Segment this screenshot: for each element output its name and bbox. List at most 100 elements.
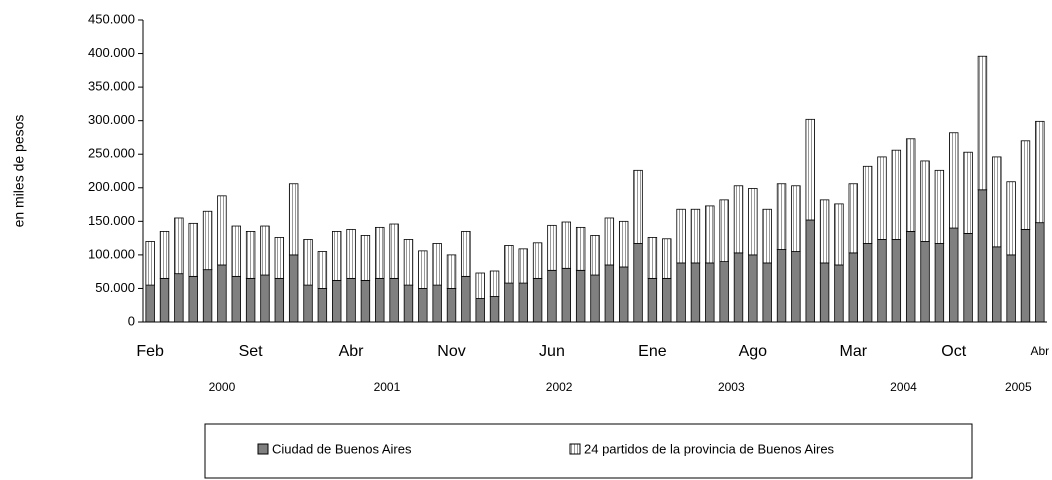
bar-segment	[403, 284, 414, 323]
bar-segment	[934, 243, 945, 323]
bar-segment	[748, 254, 758, 323]
bar-segment	[733, 185, 744, 254]
bar-segment	[934, 169, 945, 244]
bar-segment	[432, 284, 442, 323]
bar-segment	[819, 262, 830, 323]
bar-segment	[992, 156, 1002, 248]
bar-segment	[547, 269, 557, 323]
legend-box	[204, 423, 973, 479]
bar-segment	[418, 288, 428, 323]
bar-segment	[848, 252, 858, 323]
bar-segment	[834, 264, 844, 323]
bar-segment	[963, 151, 973, 234]
bar-segment	[590, 274, 600, 323]
legend-swatch	[569, 443, 581, 455]
bar-segment	[1006, 254, 1016, 323]
bar-segment	[532, 242, 543, 279]
bar-segment	[963, 233, 973, 323]
bar-segment	[518, 248, 528, 284]
bar-segment	[188, 222, 198, 277]
bar-segment	[920, 241, 930, 323]
y-tick-label: 100.000	[88, 246, 135, 261]
bar-segment	[432, 243, 442, 286]
bar-segment	[561, 267, 572, 323]
bar-segment	[174, 217, 184, 275]
bar-segment	[604, 264, 615, 323]
bar-segment	[905, 230, 916, 323]
year-label: 2004	[890, 380, 917, 394]
bar-segment	[575, 269, 586, 323]
bar-segment	[159, 230, 170, 279]
bar-segment	[245, 277, 256, 323]
bar-segment	[403, 239, 414, 286]
bar-segment	[1020, 228, 1031, 323]
bar-segment	[905, 138, 916, 232]
bar-segment	[461, 230, 471, 277]
bar-segment	[719, 199, 729, 262]
bar-segment	[202, 210, 213, 271]
bar-segment	[346, 228, 356, 279]
bar-segment	[748, 188, 758, 256]
bar-segment	[332, 279, 342, 323]
y-tick-label: 0	[128, 313, 135, 328]
x-tick-label: Feb	[136, 343, 164, 360]
bar-segment	[274, 237, 285, 279]
bar-segment	[389, 277, 399, 323]
bar-segment	[260, 274, 270, 323]
bar-segment	[317, 251, 328, 289]
bar-segment	[877, 156, 887, 240]
bar-segment	[375, 277, 385, 323]
bar-segment	[805, 219, 815, 323]
x-tick-label: Oct	[941, 343, 966, 360]
bar-segment	[418, 250, 428, 289]
x-tick-label: Abr	[1030, 344, 1049, 358]
year-label: 2000	[209, 380, 236, 394]
bar-segment	[504, 282, 514, 323]
bar-segment	[762, 208, 772, 264]
bar-segment	[705, 205, 715, 264]
bar-segment	[705, 262, 715, 323]
bar-segment	[662, 277, 672, 323]
bar-segment	[303, 284, 313, 323]
bar-segment	[949, 227, 959, 323]
bar-segment	[217, 195, 227, 266]
bar-segment	[633, 169, 643, 244]
bar-segment	[202, 269, 213, 323]
bar-segment	[1035, 120, 1045, 224]
year-label: 2002	[546, 380, 573, 394]
bar-segment	[475, 298, 485, 323]
legend-label: Ciudad de Buenos Aires	[272, 441, 412, 456]
bar-segment	[188, 275, 198, 323]
year-label: 2005	[1005, 380, 1032, 394]
y-tick-label: 200.000	[88, 179, 135, 194]
bar-segment	[174, 273, 184, 323]
y-tick-label: 150.000	[88, 213, 135, 228]
bar-segment	[618, 266, 629, 323]
bar-segment	[762, 262, 772, 323]
bar-segment	[647, 237, 658, 279]
bar-segment	[834, 203, 844, 266]
bar-segment	[862, 165, 873, 244]
bar-segment	[1020, 140, 1031, 230]
bar-segment	[145, 284, 155, 323]
bar-segment	[1006, 181, 1016, 256]
legend-swatch	[257, 443, 269, 455]
bar-segment	[288, 183, 299, 256]
bar-segment	[446, 254, 457, 289]
bar-segment	[575, 226, 586, 271]
bar-segment	[848, 183, 858, 254]
bar-segment	[446, 288, 457, 323]
bar-segment	[145, 241, 155, 286]
bar-segment	[360, 279, 371, 323]
bar-segment	[217, 264, 227, 323]
x-tick-label: Nov	[437, 343, 465, 360]
bar-segment	[274, 277, 285, 323]
bar-segment	[633, 243, 643, 323]
bar-segment	[733, 252, 744, 323]
y-tick-label: 250.000	[88, 146, 135, 161]
bar-segment	[819, 199, 830, 264]
bar-segment	[375, 226, 385, 279]
bar-segment	[288, 254, 299, 323]
bar-segment	[346, 277, 356, 323]
x-tick-label: Ago	[739, 343, 768, 360]
